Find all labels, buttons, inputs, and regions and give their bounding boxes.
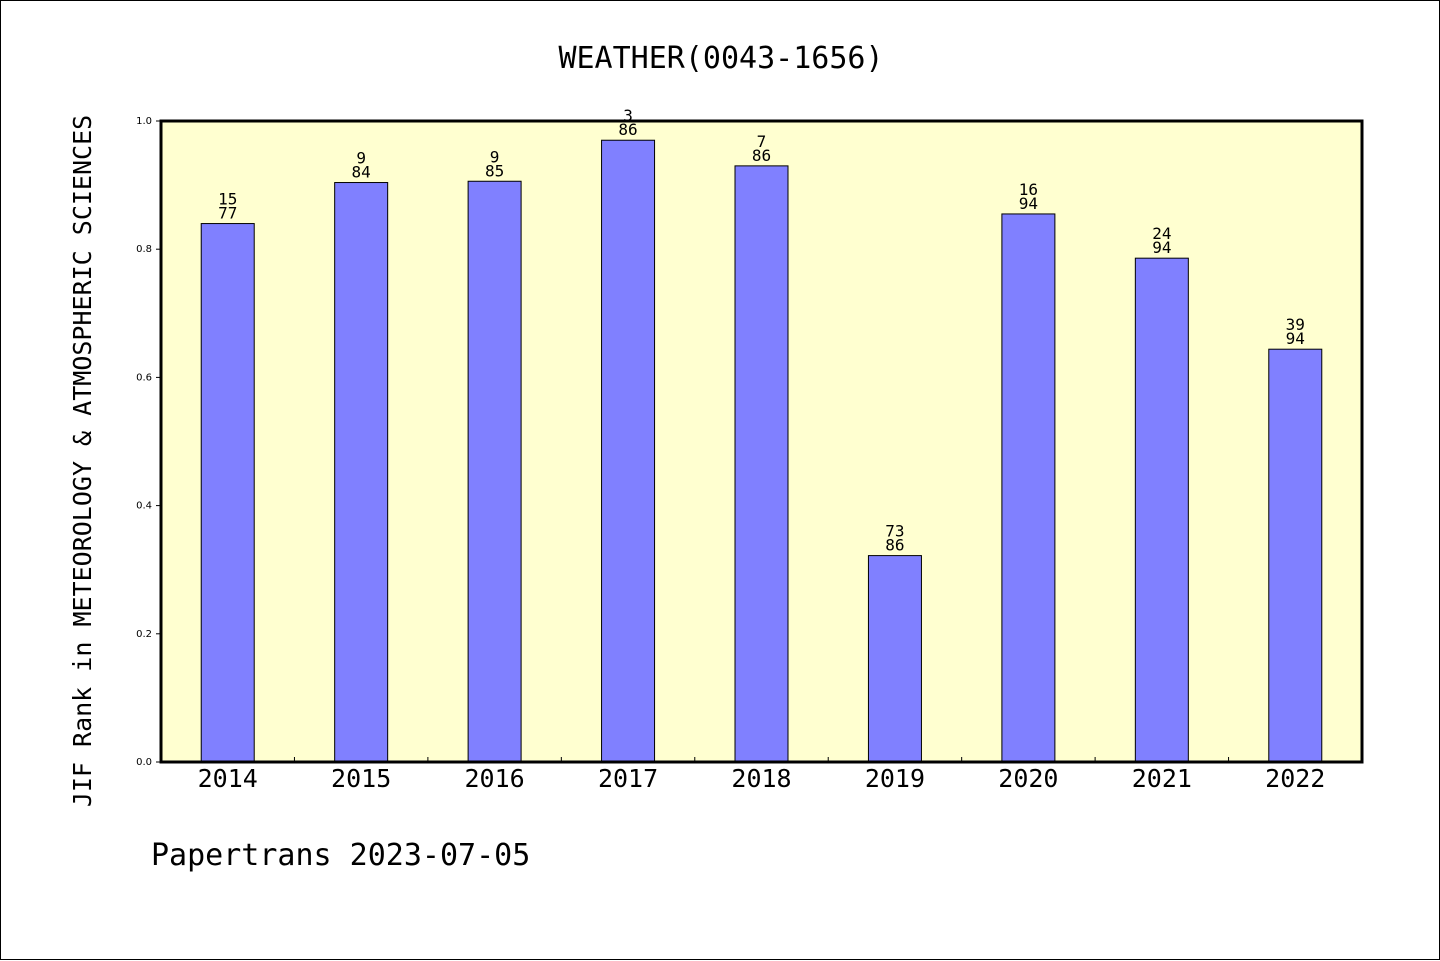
y-tick-label: 0.6 (136, 372, 152, 383)
chart-marks: 1577201498420159852016386201778620187386… (136, 106, 1364, 793)
rank-label: 9 (356, 149, 366, 168)
bar-2022 (1268, 348, 1323, 763)
rank-label: 3 (623, 106, 633, 125)
total-label: 84 (352, 163, 371, 182)
x-tick-label: 2021 (1132, 764, 1192, 793)
bar-2021 (1134, 257, 1189, 763)
bar-2020 (1001, 213, 1056, 763)
footer-credit: Papertrans 2023-07-05 (151, 838, 530, 873)
rank-label: 16 (1019, 180, 1038, 199)
bar-2015 (334, 182, 389, 763)
x-tick-label: 2020 (998, 764, 1058, 793)
bar-2014 (200, 223, 255, 763)
total-label: 94 (1286, 329, 1305, 348)
bar-2016 (467, 180, 522, 763)
total-label: 86 (618, 120, 637, 139)
total-label: 77 (218, 204, 237, 223)
bar-2018 (734, 165, 789, 763)
rank-label: 9 (490, 147, 500, 166)
x-tick-label: 2017 (598, 764, 658, 793)
total-label: 85 (485, 161, 504, 180)
bar-2019 (867, 555, 922, 763)
total-label: 94 (1152, 238, 1171, 257)
total-label: 94 (1019, 194, 1038, 213)
rank-label: 24 (1152, 224, 1171, 243)
y-tick-label: 0.2 (136, 629, 152, 640)
rank-label: 73 (885, 522, 904, 541)
chart-title: WEATHER(0043-1656) (558, 41, 883, 76)
y-axis-label: JIF Rank in METEOROLOGY & ATMOSPHERIC SC… (68, 115, 97, 807)
y-tick-label: 0.8 (136, 244, 152, 255)
total-label: 86 (752, 146, 771, 165)
x-tick-label: 2019 (865, 764, 925, 793)
x-tick-label: 2018 (731, 764, 791, 793)
y-tick-label: 1.0 (136, 116, 152, 127)
plot-border (159, 119, 1364, 764)
rank-label: 39 (1286, 315, 1305, 334)
total-label: 86 (885, 536, 904, 555)
y-tick-label: 0.0 (136, 757, 152, 768)
rank-label: 15 (218, 190, 237, 209)
x-tick-label: 2015 (331, 764, 391, 793)
rank-label: 7 (757, 132, 767, 151)
y-tick-label: 0.4 (136, 501, 152, 512)
x-tick-label: 2014 (198, 764, 258, 793)
x-tick-label: 2016 (465, 764, 525, 793)
x-tick-label: 2022 (1265, 764, 1325, 793)
bar-2017 (601, 139, 656, 763)
